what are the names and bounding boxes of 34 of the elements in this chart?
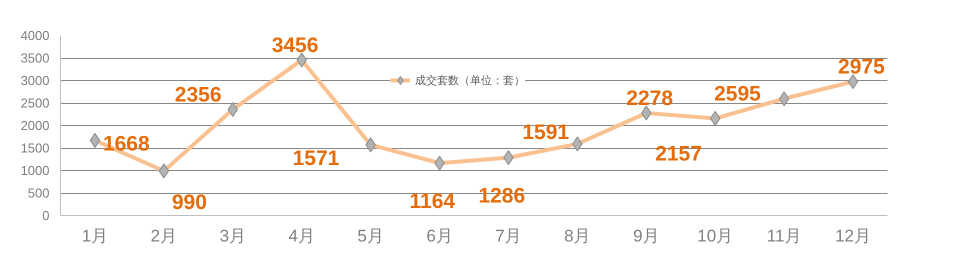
y-tick-label: 1500 [20, 140, 50, 156]
y-tick-label: 0 [42, 208, 50, 223]
y-tick-label: 3500 [20, 50, 50, 66]
x-tick-label: 4月 [288, 226, 315, 246]
x-tick-label: 5月 [357, 226, 384, 246]
data-label: 2356 [174, 83, 222, 106]
y-tick-label: 1000 [20, 163, 50, 178]
data-label: 1571 [292, 146, 340, 170]
x-tick-label: 8月 [564, 226, 591, 246]
y-tick-label: 2500 [20, 96, 50, 110]
data-label: 1286 [478, 184, 526, 208]
data-label: 2595 [714, 82, 762, 106]
y-tick-label: 3000 [20, 73, 50, 88]
x-tick-label: 12月 [835, 226, 872, 246]
data-label: 2157 [655, 142, 702, 166]
data-label: 1164 [410, 190, 456, 214]
data-label: 1668 [102, 132, 150, 156]
x-tick-label: 11月 [766, 226, 802, 246]
data-label: 2975 [838, 56, 886, 79]
x-tick-label: 2月 [150, 226, 178, 246]
legend-label: 成交套数（单位：套） [415, 74, 525, 88]
data-label: 2278 [626, 86, 674, 110]
data-label: 1591 [522, 120, 570, 144]
x-tick-label: 9月 [633, 226, 660, 246]
data-label: 3456 [272, 34, 318, 57]
data-label: 990 [172, 190, 207, 214]
x-tick-label: 3月 [220, 226, 246, 246]
x-tick-label: 1月 [82, 226, 108, 246]
y-tick-label: 2000 [20, 118, 50, 133]
x-tick-label: 6月 [426, 226, 453, 246]
x-tick-label: 7月 [495, 226, 522, 246]
y-tick-label: 500 [28, 186, 50, 200]
y-tick-label: 4000 [20, 28, 50, 43]
x-tick-label: 10月 [697, 226, 734, 246]
